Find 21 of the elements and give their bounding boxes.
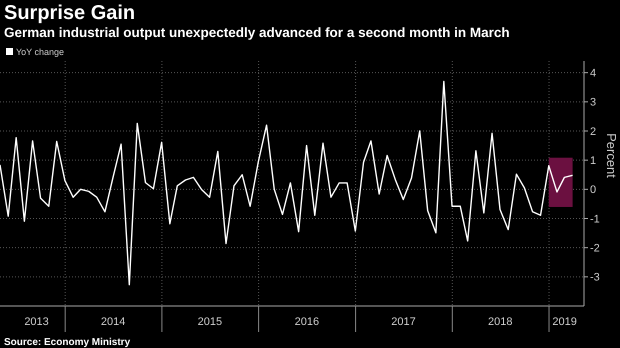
x-tick-label: 2013 bbox=[24, 316, 49, 328]
y-tick-label: -3 bbox=[590, 272, 600, 284]
source-note: Source: Economy Ministry bbox=[4, 337, 131, 348]
x-tick-label: 2014 bbox=[100, 316, 126, 328]
chart-subtitle: German industrial output unexpectedly advanced for a second month in March bbox=[4, 25, 510, 40]
y-tick-label: 3 bbox=[590, 96, 596, 109]
y-tick-label: 4 bbox=[590, 68, 596, 80]
legend-label: YoY change bbox=[16, 47, 64, 57]
y-tick-label: 0 bbox=[590, 184, 596, 196]
x-tick-label: 2017 bbox=[391, 316, 416, 328]
x-tick-label: 2015 bbox=[198, 316, 222, 328]
y-tick-label: -1 bbox=[590, 213, 600, 226]
x-tick-label: 2016 bbox=[294, 316, 320, 328]
x-tick-label: 2019 bbox=[552, 316, 577, 328]
line-series bbox=[0, 80, 574, 286]
x-tick-label: 2018 bbox=[488, 316, 513, 328]
chart-title: Surprise Gain bbox=[4, 2, 136, 24]
y-tick-label: 2 bbox=[590, 126, 596, 138]
y-axis-title: Percent bbox=[604, 133, 619, 178]
y-tick-label: -2 bbox=[590, 242, 600, 255]
y-tick-label: 1 bbox=[590, 155, 596, 168]
